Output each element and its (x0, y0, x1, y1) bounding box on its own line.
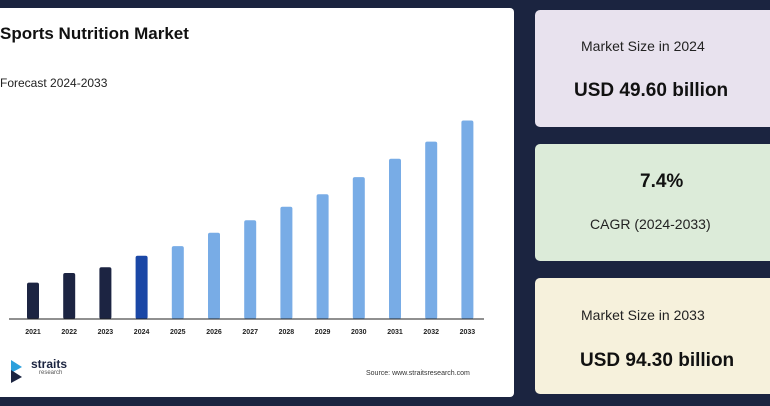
bar-2031 (389, 158, 401, 319)
cagr-label: CAGR (2024-2033) (590, 216, 711, 232)
x-tick-label-2025: 2025 (170, 329, 186, 336)
bar-chart: 2021 2022 2023 2024 2025 2026 2027 2028 2029 2030… (9, 120, 484, 336)
market-size-2033-card: Market Size in 2033 USD 94.30 billion (535, 278, 770, 394)
x-tick-label-2027: 2027 (242, 329, 258, 336)
bar-2024 (135, 255, 148, 319)
x-tick-label-2032: 2032 (423, 329, 439, 336)
bar-2022 (63, 273, 76, 319)
x-tick-label-2029: 2029 (315, 329, 331, 336)
bar-2023 (99, 267, 112, 319)
x-tick-label-2021: 2021 (25, 329, 41, 336)
x-tick-label-2028: 2028 (279, 329, 295, 336)
bar-2027 (244, 220, 257, 319)
logo-sub: research (39, 370, 63, 376)
bar-2021 (27, 282, 39, 319)
source-note: Source: www.straitsresearch.com (366, 370, 470, 377)
market-size-2033-label: Market Size in 2033 (581, 307, 705, 323)
x-tick-label-2023: 2023 (98, 329, 114, 336)
cagr-card: 7.4% CAGR (2024-2033) (535, 144, 770, 261)
cagr-value: 7.4% (640, 171, 684, 192)
market-size-2024-value: USD 49.60 billion (574, 80, 729, 101)
x-tick-label-2031: 2031 (387, 329, 403, 336)
straits-logo-mark-icon (11, 360, 22, 383)
x-tick-label-2024: 2024 (134, 329, 150, 336)
bar-2025 (171, 246, 184, 319)
logo-name: straits (31, 357, 68, 371)
x-tick-label-2030: 2030 (351, 329, 367, 336)
market-size-2024-label: Market Size in 2024 (581, 38, 705, 54)
bar-2030 (352, 177, 365, 319)
chart-title: Sports Nutrition Market (0, 24, 189, 43)
bar-2029 (316, 194, 329, 319)
chart-panel: Sports Nutrition Market Forecast 2024-20… (0, 8, 514, 397)
bar-2032 (425, 141, 438, 319)
bar-2028 (280, 206, 293, 319)
x-tick-label-2033: 2033 (460, 329, 476, 336)
market-size-2024-card: Market Size in 2024 USD 49.60 billion (535, 10, 770, 127)
straits-logo: straits research (9, 358, 67, 384)
bar-2033 (461, 120, 474, 319)
x-tick-label-2022: 2022 (61, 329, 77, 336)
x-tick-label-2026: 2026 (206, 329, 222, 336)
chart-subtitle: Forecast 2024-2033 (0, 76, 108, 90)
market-size-2033-value: USD 94.30 billion (580, 350, 735, 371)
bar-2026 (208, 232, 220, 319)
